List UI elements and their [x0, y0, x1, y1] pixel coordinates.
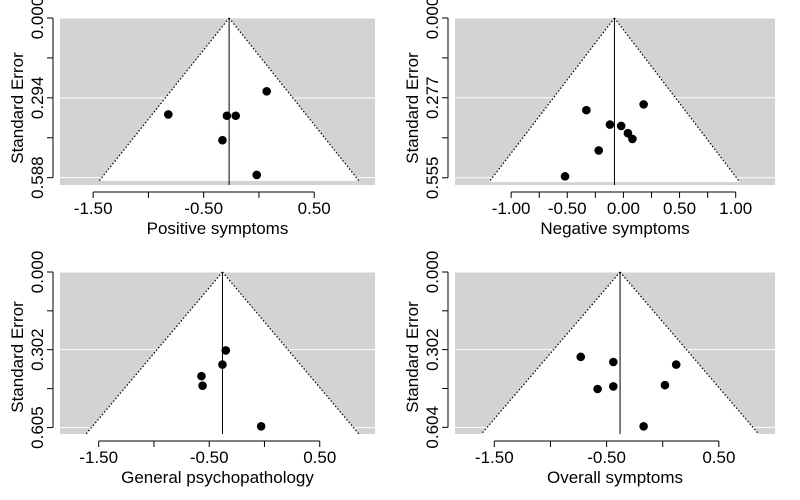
funnel-left-limit: [480, 271, 621, 435]
study-point: [628, 134, 637, 144]
y-tick-label: 0.588: [28, 156, 47, 199]
x-tick-label: 1.00: [719, 199, 752, 218]
y-tick-label: 0.000: [423, 251, 442, 294]
study-point: [262, 87, 271, 96]
y-axis-title: Standard Error: [8, 52, 27, 164]
study-point: [660, 380, 670, 390]
study-point: [218, 135, 227, 145]
x-tick-label: 0.50: [298, 199, 331, 218]
funnel-right-limit: [619, 271, 760, 435]
study-point: [576, 352, 586, 362]
study-point: [222, 111, 232, 121]
x-tick-label: -0.50: [190, 448, 229, 467]
study-point: [593, 384, 602, 394]
x-tick-label: -1.00: [492, 199, 531, 218]
x-tick-label: -1.50: [74, 199, 113, 218]
y-tick-label: 0.302: [423, 328, 442, 371]
study-point: [623, 128, 633, 138]
x-tick-label: 0.50: [663, 199, 696, 218]
study-point: [231, 111, 241, 121]
x-tick-label: -0.50: [184, 199, 223, 218]
study-point: [252, 170, 262, 180]
study-point: [639, 421, 648, 431]
y-tick-label: 0.555: [423, 157, 442, 200]
x-axis-title: Negative symptoms: [540, 219, 689, 238]
x-axis-title: Positive symptoms: [147, 219, 289, 238]
study-point: [198, 381, 207, 390]
y-tick-label: 0.000: [28, 0, 47, 39]
y-tick-label: 0.302: [28, 328, 47, 371]
study-point: [218, 360, 227, 369]
funnel-right-limit: [613, 17, 741, 183]
study-point: [582, 105, 591, 115]
study-point: [256, 421, 266, 431]
study-point: [609, 382, 618, 391]
x-tick-label: -1.50: [475, 448, 514, 467]
y-tick-label: 0.000: [423, 0, 442, 39]
funnel-left-limit: [488, 17, 615, 183]
y-axis-title: Standard Error: [8, 301, 27, 413]
y-tick-label: 0.604: [423, 406, 442, 449]
x-axis-title: Overall symptoms: [547, 468, 683, 487]
y-tick-label: 0.000: [28, 251, 47, 294]
x-tick-label: 0.50: [702, 448, 735, 467]
study-point: [609, 357, 618, 367]
study-point: [197, 371, 206, 381]
y-tick-label: 0.605: [28, 406, 47, 449]
x-tick-label: 0.00: [607, 199, 640, 218]
y-axis-title: Standard Error: [403, 301, 422, 413]
x-tick-label: -0.50: [548, 199, 587, 218]
study-point: [605, 120, 615, 129]
study-point: [560, 172, 570, 181]
study-point: [594, 146, 604, 155]
x-tick-label: 0.50: [303, 448, 336, 467]
funnel-right-limit: [222, 271, 360, 435]
y-tick-label: 0.294: [28, 77, 47, 120]
study-point: [671, 360, 681, 369]
funnel-left-limit: [85, 271, 223, 435]
x-tick-label: -1.50: [79, 448, 118, 467]
study-point: [221, 346, 231, 355]
study-point: [164, 110, 173, 119]
y-axis-title: Standard Error: [403, 52, 422, 164]
study-point: [616, 121, 626, 131]
study-point: [639, 100, 648, 109]
y-tick-label: 0.277: [423, 76, 442, 119]
x-axis-title: General psychopathology: [121, 468, 314, 487]
x-tick-label: -0.50: [587, 448, 626, 467]
